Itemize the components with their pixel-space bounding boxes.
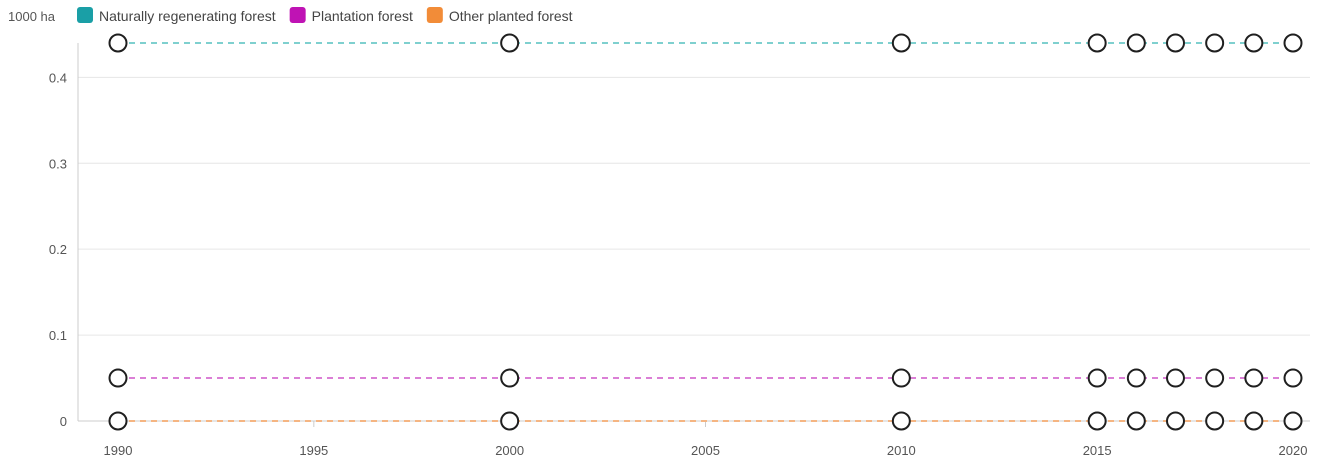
series-naturally-regenerating-forest [108, 33, 1303, 53]
x-tick-label: 2000 [495, 443, 524, 458]
series-other-planted-forest [108, 411, 1303, 431]
legend-item-other-planted-forest[interactable]: Other planted forest [426, 7, 573, 24]
data-point-other-planted-forest[interactable] [1283, 411, 1303, 431]
data-point-plantation-forest[interactable] [1126, 368, 1146, 388]
data-point-plantation-forest[interactable] [108, 368, 128, 388]
data-point-other-planted-forest[interactable] [108, 411, 128, 431]
data-point-plantation-forest[interactable] [1087, 368, 1107, 388]
legend-label: Other planted forest [449, 8, 573, 24]
x-tick-label: 2020 [1279, 443, 1308, 458]
data-point-naturally-regenerating-forest[interactable] [1166, 33, 1185, 53]
grid [78, 76, 1310, 336]
data-point-naturally-regenerating-forest[interactable] [1244, 33, 1264, 53]
data-point-other-planted-forest[interactable] [891, 411, 911, 431]
series-plantation-forest [108, 368, 1303, 388]
data-point-plantation-forest[interactable] [500, 368, 520, 388]
data-point-plantation-forest[interactable] [891, 368, 911, 388]
data-point-plantation-forest[interactable] [1205, 368, 1225, 388]
series-layer [108, 33, 1303, 431]
x-tick-label: 2005 [691, 443, 720, 458]
data-point-other-planted-forest[interactable] [1126, 411, 1146, 431]
legend-swatch [426, 7, 443, 23]
data-point-naturally-regenerating-forest[interactable] [1283, 33, 1303, 53]
data-point-plantation-forest[interactable] [1166, 368, 1185, 388]
data-point-naturally-regenerating-forest[interactable] [1205, 33, 1225, 53]
y-tick-label: 0.1 [49, 328, 67, 343]
y-tick-label: 0 [60, 414, 67, 429]
legend-label: Plantation forest [312, 8, 413, 24]
legend: 1000 ha Naturally regenerating forest Pla… [8, 7, 573, 24]
data-point-other-planted-forest[interactable] [1087, 411, 1107, 431]
y-unit-label: 1000 ha [8, 9, 56, 24]
x-tick-label: 2015 [1083, 443, 1112, 458]
data-point-naturally-regenerating-forest[interactable] [1126, 33, 1146, 53]
data-point-other-planted-forest[interactable] [1205, 411, 1225, 431]
data-point-naturally-regenerating-forest[interactable] [891, 33, 911, 53]
axes: 0 0.1 0.2 0.3 0.4 1990 1995 2000 2005 2010 2015 202… [49, 43, 1310, 458]
x-tick-label: 1995 [299, 443, 328, 458]
data-point-other-planted-forest[interactable] [1166, 411, 1185, 431]
data-point-other-planted-forest[interactable] [1244, 411, 1264, 431]
data-point-other-planted-forest[interactable] [500, 411, 520, 431]
y-tick-label: 0.4 [49, 70, 67, 85]
legend-item-naturally-regenerating-forest[interactable]: Naturally regenerating forest [77, 7, 276, 24]
y-tick-label: 0.2 [49, 242, 67, 257]
x-tick-label: 2010 [887, 443, 916, 458]
data-point-plantation-forest[interactable] [1283, 368, 1303, 388]
y-tick-label: 0.3 [49, 156, 67, 171]
data-point-naturally-regenerating-forest[interactable] [108, 33, 128, 53]
data-point-naturally-regenerating-forest[interactable] [500, 33, 520, 53]
legend-swatch [77, 7, 93, 23]
x-tick-label: 1990 [104, 443, 133, 458]
legend-swatch [289, 7, 306, 23]
data-point-plantation-forest[interactable] [1244, 368, 1264, 388]
legend-item-plantation-forest[interactable]: Plantation forest [289, 7, 413, 24]
data-point-naturally-regenerating-forest[interactable] [1087, 33, 1107, 53]
legend-label: Naturally regenerating forest [99, 8, 276, 24]
